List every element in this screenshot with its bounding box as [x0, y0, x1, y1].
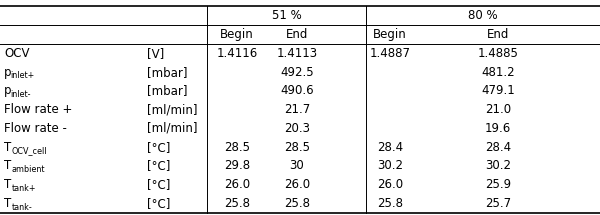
Text: 30: 30 — [290, 160, 304, 172]
Text: T: T — [4, 160, 11, 172]
Text: [°C]: [°C] — [147, 141, 170, 154]
Text: 25.7: 25.7 — [485, 197, 511, 210]
Text: 490.6: 490.6 — [280, 84, 314, 97]
Text: 1.4113: 1.4113 — [277, 47, 317, 60]
Text: 25.8: 25.8 — [284, 197, 310, 210]
Text: OCV: OCV — [4, 47, 30, 60]
Text: 21.7: 21.7 — [284, 103, 310, 116]
Text: OCV_cell: OCV_cell — [11, 146, 47, 155]
Text: End: End — [286, 28, 308, 41]
Text: T: T — [4, 178, 11, 191]
Text: T: T — [4, 141, 11, 154]
Text: [V]: [V] — [147, 47, 164, 60]
Text: T: T — [4, 197, 11, 210]
Text: 20.3: 20.3 — [284, 122, 310, 135]
Text: inlet-: inlet- — [10, 90, 31, 99]
Text: 21.0: 21.0 — [485, 103, 511, 116]
Text: [°C]: [°C] — [147, 178, 170, 191]
Text: 80 %: 80 % — [468, 9, 498, 22]
Text: tank+: tank+ — [11, 184, 36, 193]
Text: 26.0: 26.0 — [224, 178, 250, 191]
Text: Flow rate -: Flow rate - — [4, 122, 67, 135]
Text: p: p — [4, 84, 12, 97]
Text: Flow rate +: Flow rate + — [4, 103, 73, 116]
Text: 492.5: 492.5 — [280, 66, 314, 79]
Text: 26.0: 26.0 — [284, 178, 310, 191]
Text: 28.4: 28.4 — [377, 141, 403, 154]
Text: [ml/min]: [ml/min] — [147, 103, 197, 116]
Text: Begin: Begin — [373, 28, 407, 41]
Text: 29.8: 29.8 — [224, 160, 250, 172]
Text: 1.4116: 1.4116 — [217, 47, 257, 60]
Text: p: p — [4, 66, 12, 79]
Text: 25.8: 25.8 — [224, 197, 250, 210]
Text: 28.4: 28.4 — [485, 141, 511, 154]
Text: 28.5: 28.5 — [284, 141, 310, 154]
Text: 26.0: 26.0 — [377, 178, 403, 191]
Text: ambient: ambient — [11, 165, 45, 174]
Text: End: End — [487, 28, 509, 41]
Text: 30.2: 30.2 — [377, 160, 403, 172]
Text: [°C]: [°C] — [147, 197, 170, 210]
Text: 1.4885: 1.4885 — [478, 47, 518, 60]
Text: [°C]: [°C] — [147, 160, 170, 172]
Text: 30.2: 30.2 — [485, 160, 511, 172]
Text: 481.2: 481.2 — [481, 66, 515, 79]
Text: inlet+: inlet+ — [10, 71, 34, 80]
Text: [mbar]: [mbar] — [147, 66, 187, 79]
Text: tank-: tank- — [11, 203, 32, 212]
Text: [ml/min]: [ml/min] — [147, 122, 197, 135]
Text: 25.9: 25.9 — [485, 178, 511, 191]
Text: 28.5: 28.5 — [224, 141, 250, 154]
Text: 1.4887: 1.4887 — [370, 47, 410, 60]
Text: Begin: Begin — [220, 28, 254, 41]
Text: 25.8: 25.8 — [377, 197, 403, 210]
Text: 51 %: 51 % — [272, 9, 301, 22]
Text: 19.6: 19.6 — [485, 122, 511, 135]
Text: [mbar]: [mbar] — [147, 84, 187, 97]
Text: 479.1: 479.1 — [481, 84, 515, 97]
